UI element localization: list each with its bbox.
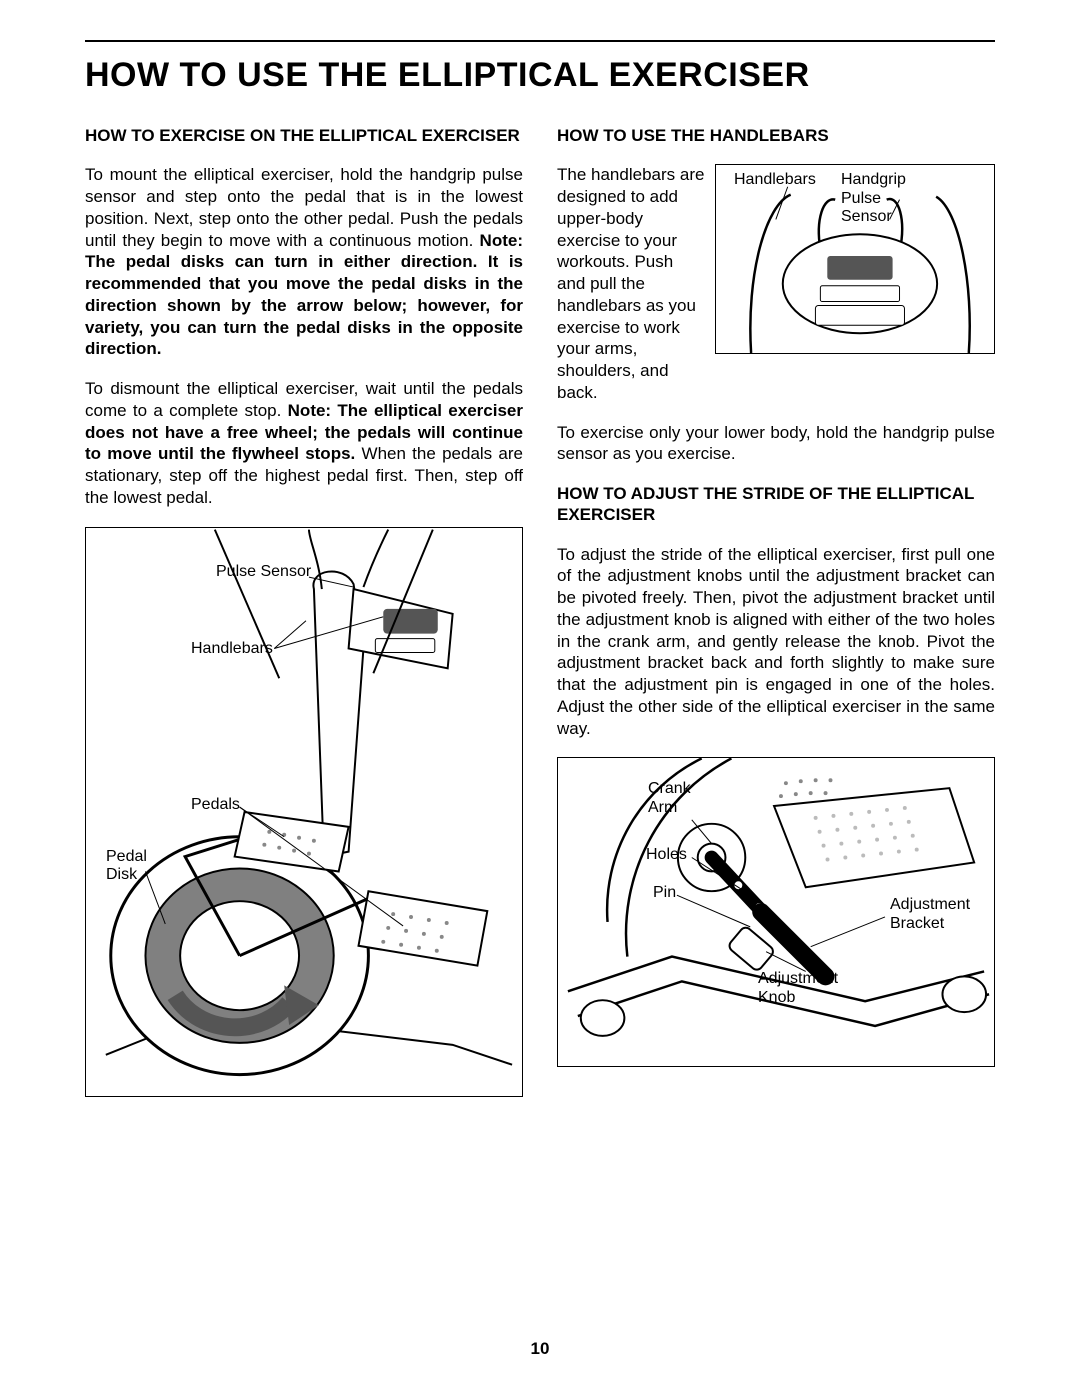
handlebar-block: Handlebars Handgrip Pulse Sensor The han… — [557, 164, 995, 421]
right-column: HOW TO USE THE HANDLEBARS — [557, 125, 995, 1097]
label-crank-l2: Arm — [648, 799, 677, 816]
label-handgrip-l2: Pulse — [841, 190, 881, 207]
para-mount-a: To mount the elliptical exerciser, hold … — [85, 165, 523, 249]
label-holes: Holes — [646, 846, 687, 864]
label-pedal-disk-l1: Pedal — [106, 848, 147, 865]
section-heading-exercise: HOW TO EXERCISE ON THE ELLIPTICAL EXERCI… — [85, 125, 523, 146]
elliptical-main-icon — [86, 528, 522, 1096]
figure-stride: Crank Arm Holes Pin Adjustment Bracket A… — [557, 757, 995, 1067]
section-heading-handlebars: HOW TO USE THE HANDLEBARS — [557, 125, 995, 146]
label-adj-bracket: Adjustment Bracket — [890, 896, 970, 933]
label-adj-knob-l2: Knob — [758, 989, 795, 1006]
label-crank-l1: Crank — [648, 780, 691, 797]
page-content: HOW TO USE THE ELLIPTICAL EXERCISER HOW … — [85, 40, 995, 1097]
label-crank-arm: Crank Arm — [648, 780, 691, 817]
label-handgrip-l3: Sensor — [841, 208, 892, 225]
para-lower-body: To exercise only your lower body, hold t… — [557, 422, 995, 466]
para-stride: To adjust the stride of the elliptical e… — [557, 544, 995, 740]
para-mount: To mount the elliptical exerciser, hold … — [85, 164, 523, 360]
label-adj-knob-l1: Adjustment — [758, 970, 838, 987]
left-column: HOW TO EXERCISE ON THE ELLIPTICAL EXERCI… — [85, 125, 523, 1097]
label-adj-knob: Adjustment Knob — [758, 970, 838, 1007]
label-handgrip-sensor: Handgrip Pulse Sensor — [841, 171, 906, 226]
section-heading-stride: HOW TO ADJUST THE STRIDE OF THE ELLIPTIC… — [557, 483, 995, 526]
label-pedal-disk-l2: Disk — [106, 866, 137, 883]
label-hb-handlebars: Handlebars — [734, 171, 816, 189]
columns: HOW TO EXERCISE ON THE ELLIPTICAL EXERCI… — [85, 125, 995, 1097]
label-pin: Pin — [653, 884, 676, 902]
page-title: HOW TO USE THE ELLIPTICAL EXERCISER — [85, 56, 995, 95]
label-pulse-sensor: Pulse Sensor — [216, 563, 311, 581]
label-pedals: Pedals — [191, 796, 240, 814]
figure-elliptical-main: Pulse Sensor Handlebars Pedals Pedal Dis… — [85, 527, 523, 1097]
figure-handlebars: Handlebars Handgrip Pulse Sensor — [715, 164, 995, 354]
label-adj-bracket-l1: Adjustment — [890, 896, 970, 913]
para-dismount: To dismount the elliptical exerciser, wa… — [85, 378, 523, 509]
label-handgrip-l1: Handgrip — [841, 171, 906, 188]
label-handlebars: Handlebars — [191, 640, 273, 658]
page-number: 10 — [0, 1339, 1080, 1359]
label-adj-bracket-l2: Bracket — [890, 915, 944, 932]
top-rule — [85, 40, 995, 42]
label-pedal-disk: Pedal Disk — [106, 848, 147, 885]
